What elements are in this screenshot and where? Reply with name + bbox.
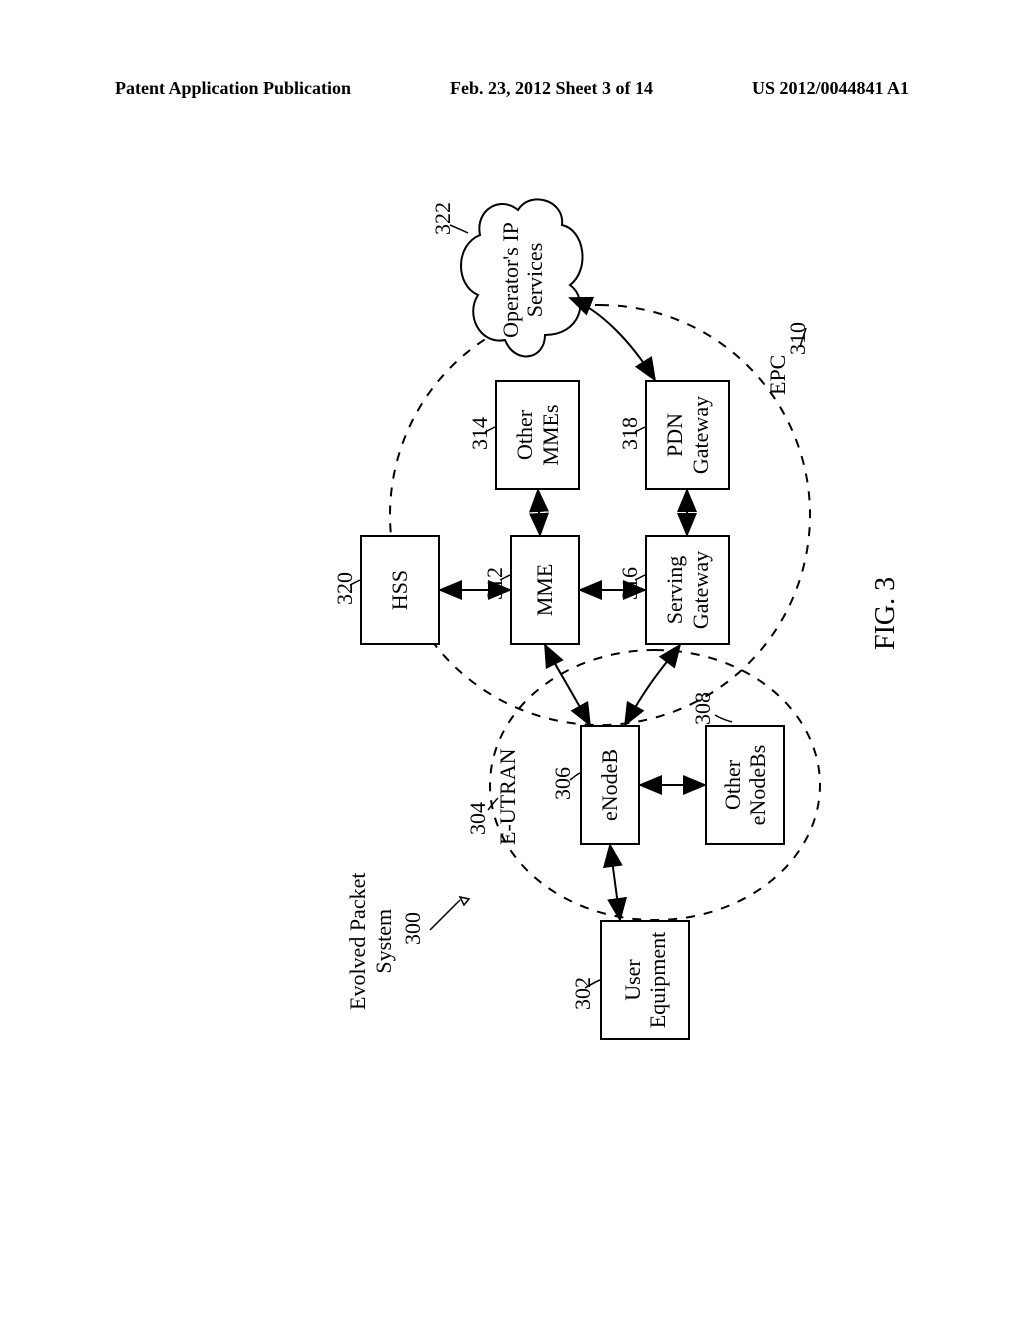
ref-318: 318 xyxy=(617,417,643,450)
ref-314: 314 xyxy=(467,417,493,450)
group-label-eutran: E-UTRAN xyxy=(495,748,521,845)
edge-enb-sgw xyxy=(625,645,680,725)
node-mme-label: MME xyxy=(532,564,557,617)
node-serving-gateway-label: ServingGateway xyxy=(662,551,713,629)
system-title-line1: Evolved Packet xyxy=(345,873,371,1010)
system-title-line2: System xyxy=(371,873,397,1010)
epc-group-outline xyxy=(390,305,810,725)
node-serving-gateway: ServingGateway xyxy=(645,535,730,645)
node-mme: MME xyxy=(510,535,580,645)
group-label-epc: EPC xyxy=(765,355,791,395)
leader-300 xyxy=(430,900,460,930)
node-pdn-gateway: PDNGateway xyxy=(645,380,730,490)
node-pdn-gateway-label: PDNGateway xyxy=(662,396,713,474)
leader-300-head xyxy=(460,897,469,905)
edge-mme-omme xyxy=(538,490,540,535)
node-enodeb: eNodeB xyxy=(580,725,640,845)
node-hss-label: HSS xyxy=(387,570,412,610)
node-other-mmes-label: OtherMMEs xyxy=(512,404,563,465)
ref-300: 300 xyxy=(400,912,426,945)
ref-302: 302 xyxy=(570,977,596,1010)
header-center: Feb. 23, 2012 Sheet 3 of 14 xyxy=(450,78,653,99)
ref-310: 310 xyxy=(785,322,811,355)
edge-ue-enb xyxy=(610,845,620,920)
header-right: US 2012/0044841 A1 xyxy=(752,78,909,99)
figure-landscape: Operator's IP Services xyxy=(90,180,920,1080)
node-other-enodebs: OthereNodeBs xyxy=(705,725,785,845)
ref-316: 316 xyxy=(617,567,643,600)
ref-322: 322 xyxy=(430,202,456,235)
figure-caption: FIG. 3 xyxy=(870,577,902,650)
node-user-equipment-label: UserEquipment xyxy=(620,932,671,1029)
node-user-equipment: UserEquipment xyxy=(600,920,690,1040)
figure-svg: Operator's IP Services xyxy=(90,180,920,1080)
cloud-operator-ip: Operator's IP Services xyxy=(461,199,582,356)
leader-308 xyxy=(715,715,732,722)
ref-308: 308 xyxy=(690,692,716,725)
node-enodeb-label: eNodeB xyxy=(597,749,622,821)
node-other-mmes: OtherMMEs xyxy=(495,380,580,490)
figure-container: Operator's IP Services xyxy=(90,180,920,1080)
header-left: Patent Application Publication xyxy=(115,78,351,99)
node-hss: HSS xyxy=(360,535,440,645)
system-title: Evolved Packet System xyxy=(345,873,397,1010)
cloud-line2: Services xyxy=(522,243,547,318)
ref-306: 306 xyxy=(550,767,576,800)
node-other-enodebs-label: OthereNodeBs xyxy=(720,745,771,826)
ref-312: 312 xyxy=(482,567,508,600)
edge-enb-mme xyxy=(545,645,590,725)
page-header: Patent Application Publication Feb. 23, … xyxy=(0,78,1024,99)
ref-320: 320 xyxy=(332,572,358,605)
cloud-line1: Operator's IP xyxy=(498,222,523,338)
ref-304: 304 xyxy=(465,802,491,835)
